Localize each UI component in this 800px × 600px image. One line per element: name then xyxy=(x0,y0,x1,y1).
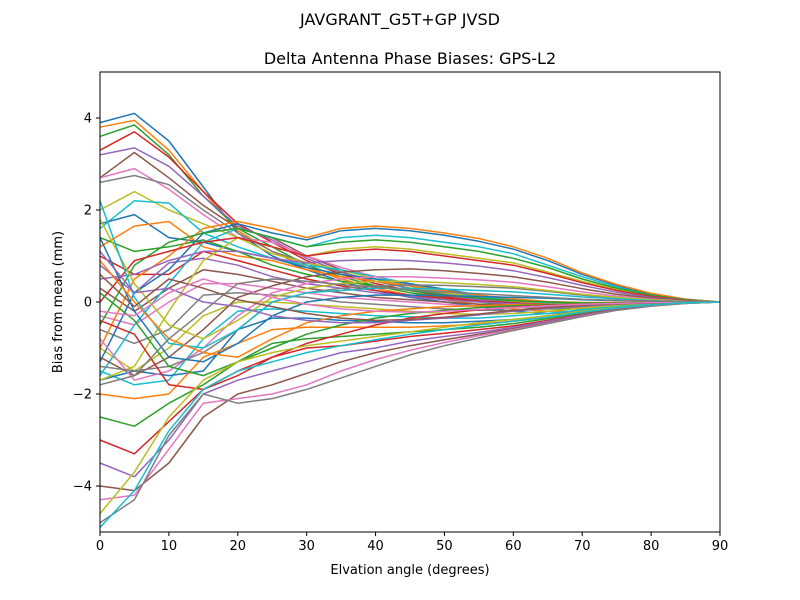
chart-title: Delta Antenna Phase Biases: GPS-L2 xyxy=(264,49,556,68)
series-line-s25 xyxy=(99,301,721,478)
x-axis: 0 10 20 30 40 50 60 70 80 90 xyxy=(96,532,728,554)
series-line-s50 xyxy=(99,301,721,528)
series-line-s19 xyxy=(99,301,721,372)
x-tick-label: 50 xyxy=(436,539,453,554)
x-tick-label: 70 xyxy=(574,539,591,554)
series-line-s40 xyxy=(99,200,721,349)
x-tick-label: 90 xyxy=(712,539,729,554)
x-tick-label: 20 xyxy=(230,539,247,554)
x-tick-label: 10 xyxy=(161,539,178,554)
y-tick-label: 0 xyxy=(84,296,92,311)
series-line-s47 xyxy=(99,278,720,317)
y-tick-label: −4 xyxy=(73,480,92,495)
series-line-s28 xyxy=(99,301,721,524)
series-line-s26 xyxy=(99,301,721,492)
y-tick-label: 4 xyxy=(84,112,92,127)
y-tick-label: 2 xyxy=(84,204,92,219)
series-line-s32 xyxy=(99,220,721,349)
x-tick-label: 80 xyxy=(643,539,660,554)
x-tick-label: 60 xyxy=(505,539,522,554)
y-tick-label: −2 xyxy=(73,388,92,403)
series-line-s29 xyxy=(99,236,721,381)
series-line-s36 xyxy=(99,268,721,377)
series-line-s39 xyxy=(99,218,721,340)
series-line-s34 xyxy=(99,236,721,303)
y-axis: −4 −2 0 2 4 xyxy=(73,112,100,495)
series-lines xyxy=(99,112,721,528)
series-line-s48 xyxy=(99,278,721,386)
x-axis-label: Elvation angle (degrees) xyxy=(330,563,489,578)
x-tick-label: 30 xyxy=(298,539,315,554)
figure-suptitle: JAVGRANT_G5T+GP JVSD xyxy=(300,10,500,29)
series-line-s18 xyxy=(99,292,721,345)
x-tick-label: 40 xyxy=(367,539,384,554)
series-line-s33 xyxy=(99,227,721,326)
y-axis-label: Bias from mean (mm) xyxy=(51,231,66,373)
series-line-s35 xyxy=(99,250,721,303)
x-tick-label: 0 xyxy=(96,539,104,554)
